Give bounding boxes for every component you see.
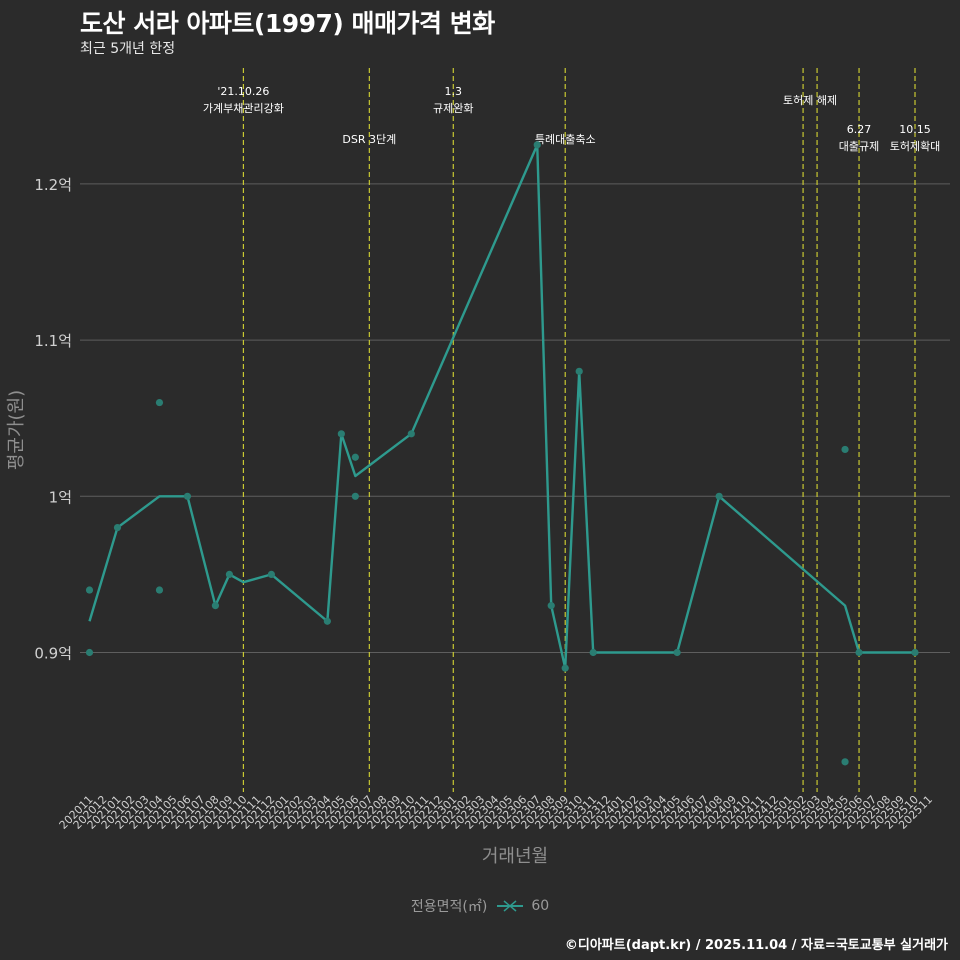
event-label: 6.27 (847, 123, 872, 136)
data-point (85, 648, 94, 657)
data-point (351, 492, 359, 500)
series-layer (85, 141, 919, 766)
axis-layer: 0.9억1억1.1억1.2억20201120201220210120210220… (6, 176, 935, 867)
data-point (715, 492, 723, 500)
data-point (589, 648, 597, 657)
data-point (183, 492, 192, 500)
chart-title: 도산 서라 아파트(1997) 매매가격 변화 (80, 9, 495, 38)
data-point (533, 141, 541, 149)
data-point (323, 617, 331, 625)
data-point (337, 430, 345, 438)
data-point (911, 648, 919, 657)
data-point (561, 664, 569, 672)
y-tick-label: 1.2억 (34, 176, 72, 194)
chart-subtitle: 최근 5개년 한정 (80, 41, 176, 57)
data-point (351, 453, 359, 461)
data-point (547, 602, 555, 610)
event-label: 규제완화 (433, 102, 473, 115)
data-point (85, 586, 94, 594)
event-label: 대출규제 (839, 140, 879, 153)
event-label: 가계부채관리강화 (203, 102, 284, 115)
y-tick-label: 0.9억 (34, 645, 72, 663)
data-point (575, 367, 583, 375)
data-point (155, 398, 164, 407)
series-line-60 (88, 143, 916, 670)
event-label: '21.10.26 (217, 85, 269, 98)
data-point (841, 758, 849, 766)
x-axis-title: 거래년월 (482, 846, 548, 867)
legend-title: 전용면적(㎡) (410, 899, 488, 915)
event-label: 토허제 해제 (783, 93, 837, 107)
data-point (113, 523, 122, 532)
legend-label: 60 (531, 898, 550, 914)
y-axis-title: 평균가(원) (6, 390, 27, 470)
y-tick-label: 1억 (49, 488, 72, 506)
data-point (225, 570, 234, 579)
grid-layer (80, 183, 950, 653)
data-point (155, 586, 164, 594)
y-tick-label: 1.1억 (34, 332, 72, 350)
legend: 전용면적(㎡) 60 (0, 896, 960, 916)
event-label: 10.15 (899, 123, 931, 136)
legend-key-icon (497, 900, 524, 912)
data-point (855, 648, 863, 657)
event-label: 특례대출축소 (535, 133, 596, 146)
source-caption: ©디아파트(dapt.kr) / 2025.11.04 / 자료=국토교통부 실… (564, 938, 948, 953)
data-point (841, 445, 849, 454)
event-label: DSR 3단계 (342, 133, 396, 146)
data-point (211, 602, 220, 610)
data-point (267, 570, 275, 579)
data-point (407, 430, 415, 438)
event-label: 토허제확대 (890, 140, 941, 153)
data-point (673, 648, 681, 657)
event-label: 1.3 (445, 85, 463, 98)
